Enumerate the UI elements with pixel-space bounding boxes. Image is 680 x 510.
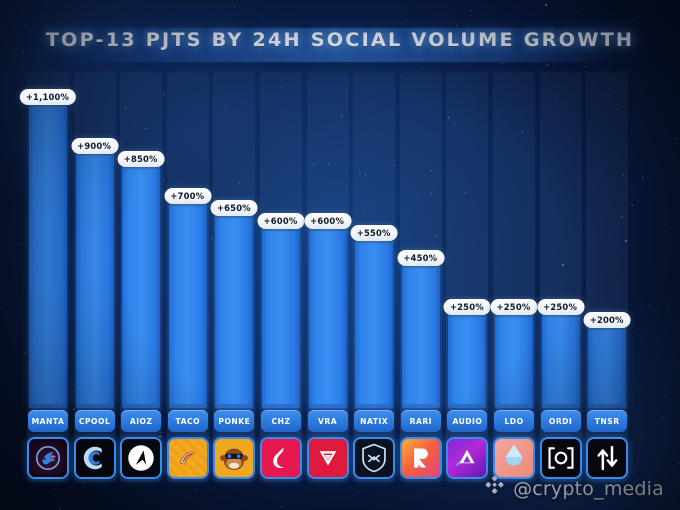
manta-logo-icon[interactable] xyxy=(27,437,69,479)
cpool-logo-icon[interactable] xyxy=(73,437,116,479)
value-label: +550% xyxy=(350,225,398,241)
chz-logo-icon[interactable] xyxy=(260,437,302,479)
chart-column: +250% ORDI xyxy=(537,72,585,482)
ticker-label-rari: RARI xyxy=(400,410,441,432)
ticker-label-ldo: LDO xyxy=(494,410,534,432)
bar-natix[interactable] xyxy=(355,232,394,410)
value-label: +200% xyxy=(583,311,631,328)
bar-manta[interactable] xyxy=(29,96,67,410)
bar-ordi[interactable] xyxy=(541,306,580,410)
value-label: +250% xyxy=(443,299,491,316)
value-label: +700% xyxy=(164,187,212,204)
ticker-label-taco: TACO xyxy=(167,410,208,432)
bar-rari[interactable] xyxy=(401,256,440,411)
bar-chart: +1,100% MANTA +900% CPOOL +850% AIOZ +700% T… xyxy=(19,72,658,482)
chart-column: +250% LDO xyxy=(490,72,538,482)
value-label: +850% xyxy=(117,150,165,167)
ticker-label-natix: NATIX xyxy=(354,410,395,432)
value-label: +650% xyxy=(210,200,258,217)
value-label: +600% xyxy=(257,212,305,229)
ponke-logo-icon[interactable] xyxy=(213,437,256,479)
ticker-label-ordi: ORDI xyxy=(540,410,581,432)
bar-tnsr[interactable] xyxy=(588,318,627,410)
chart-column: +700% TACO xyxy=(164,72,212,482)
value-label: +600% xyxy=(304,212,352,229)
chart-column: +1,100% MANTA xyxy=(19,72,77,482)
value-label: +450% xyxy=(397,249,445,266)
bar-vra[interactable] xyxy=(308,219,347,411)
ticker-label-vra: VRA xyxy=(307,410,348,432)
diamond-cluster-icon xyxy=(484,475,505,502)
natix-logo-icon[interactable] xyxy=(353,437,396,479)
chart-column: +900% CPOOL xyxy=(71,72,119,482)
watermark: @crypto_media xyxy=(484,475,664,502)
watermark-handle: @crypto_media xyxy=(513,477,664,500)
chart-column: +250% AUDIO xyxy=(443,72,491,482)
ordi-logo-icon[interactable] xyxy=(539,437,582,479)
chart-column: +450% RARI xyxy=(397,72,445,482)
bar-ponke[interactable] xyxy=(215,207,254,410)
chart-column: +550% NATIX xyxy=(350,72,398,482)
value-label: +1,100% xyxy=(19,89,77,105)
page-title: TOP-13 PJTS BY 24H SOCIAL VOLUME GROWTH xyxy=(45,30,635,51)
ldo-logo-icon[interactable] xyxy=(493,437,535,479)
value-label: +900% xyxy=(71,138,119,155)
ticker-label-chz: CHZ xyxy=(261,410,301,432)
bar-taco[interactable] xyxy=(168,194,207,411)
bar-chz[interactable] xyxy=(262,219,300,411)
chart-column: +600% CHZ xyxy=(257,72,305,482)
tnsr-logo-icon[interactable] xyxy=(586,437,629,479)
value-label: +250% xyxy=(490,299,538,316)
taco-logo-icon[interactable] xyxy=(166,437,209,479)
ticker-label-manta: MANTA xyxy=(28,410,68,432)
audio-logo-icon[interactable] xyxy=(446,437,489,479)
bar-cpool[interactable] xyxy=(75,145,114,410)
bar-aioz[interactable] xyxy=(122,157,161,411)
chart-column: +650% PONKE xyxy=(210,72,258,482)
chart-column: +600% VRA xyxy=(304,72,352,482)
chart-column: +200% TNSR xyxy=(583,72,631,482)
ticker-label-aioz: AIOZ xyxy=(121,410,162,432)
vra-logo-icon[interactable] xyxy=(306,437,349,479)
ticker-label-cpool: CPOOL xyxy=(74,410,115,432)
ticker-label-ponke: PONKE xyxy=(214,410,255,432)
value-label: +250% xyxy=(537,299,585,316)
bar-audio[interactable] xyxy=(448,306,487,410)
chart-column: +850% AIOZ xyxy=(117,72,165,482)
aioz-logo-icon[interactable] xyxy=(120,437,163,479)
ticker-label-audio: AUDIO xyxy=(447,410,488,432)
rari-logo-icon[interactable] xyxy=(399,437,442,479)
ticker-label-tnsr: TNSR xyxy=(587,410,628,432)
bar-ldo[interactable] xyxy=(495,306,533,410)
